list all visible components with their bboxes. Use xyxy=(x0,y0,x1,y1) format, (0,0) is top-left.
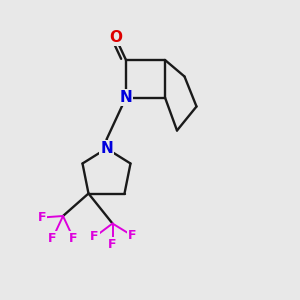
Text: F: F xyxy=(108,238,117,251)
Text: F: F xyxy=(128,229,136,242)
Text: F: F xyxy=(69,232,78,245)
Text: O: O xyxy=(109,30,122,45)
Text: F: F xyxy=(90,230,99,244)
Text: F: F xyxy=(38,211,46,224)
Text: F: F xyxy=(48,232,57,245)
Text: N: N xyxy=(100,141,113,156)
Text: N: N xyxy=(120,90,132,105)
